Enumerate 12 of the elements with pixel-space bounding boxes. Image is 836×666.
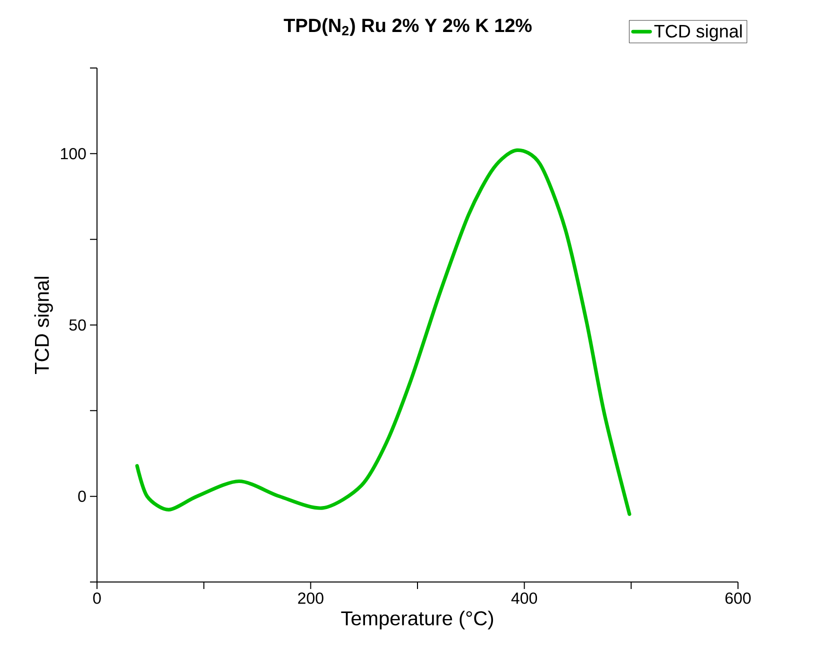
y-tick-label: 50	[69, 319, 86, 331]
x-tick-label: 0	[93, 592, 101, 604]
x-tick-label: 600	[725, 592, 751, 604]
x-axis-title: Temperature (°C)	[341, 610, 494, 630]
y-tick-label: 100	[61, 148, 86, 160]
legend-label: TCD signal	[654, 24, 742, 42]
y-axis-title: TCD signal	[34, 276, 53, 374]
chart-title: TPD(N$_{2}$) Ru 2% Y 2% K 12%	[284, 18, 532, 36]
x-tick-label: 400	[511, 592, 538, 604]
line-series	[135, 148, 632, 516]
x-tick-label: 200	[298, 592, 324, 604]
y-tick-label: 0	[78, 490, 86, 502]
